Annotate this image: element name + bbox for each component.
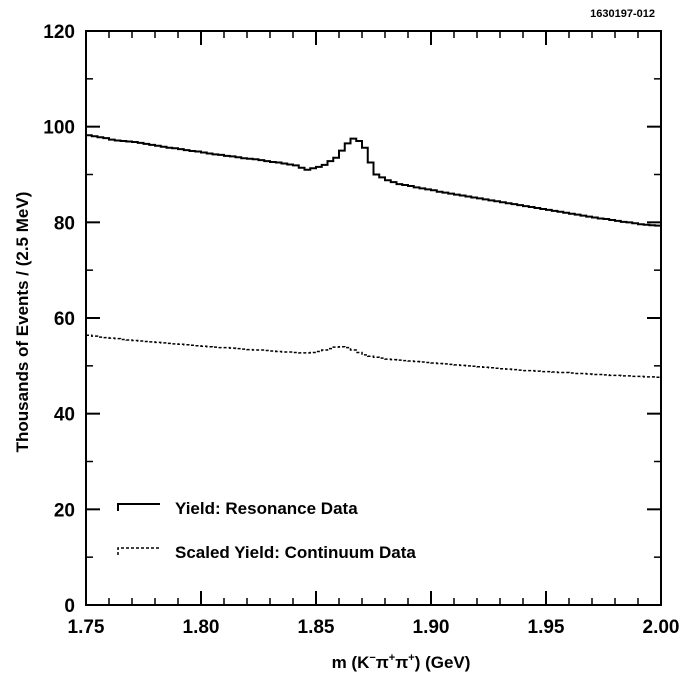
y-tick-label: 100 [43, 118, 75, 139]
x-tick-label: 1.75 [68, 617, 105, 638]
x-tick-label: 1.80 [183, 617, 220, 638]
series-resonance-histogram [86, 134, 661, 227]
y-tick-label: 40 [54, 405, 75, 426]
series-continuum-histogram [86, 334, 661, 379]
x-tick-label: 1.85 [298, 617, 335, 638]
y-tick-label: 20 [54, 500, 75, 521]
legend-swatch [117, 503, 160, 511]
x-tick-label: 1.90 [413, 617, 450, 638]
x-tick-label: 1.95 [528, 617, 565, 638]
legend-entry-label: Yield: Resonance Data [175, 499, 358, 518]
y-tick-label: 80 [54, 213, 75, 234]
legend-swatch [117, 547, 160, 555]
figure-id: 1630197-012 [590, 8, 655, 20]
y-tick-label: 0 [64, 596, 75, 617]
y-axis-title: Thousands of Events / (2.5 MeV) [13, 192, 32, 453]
x-tick-label: 2.00 [643, 617, 680, 638]
legend-entry-label: Scaled Yield: Continuum Data [175, 543, 416, 562]
x-axis-title: m (K−π+π+) (GeV) [332, 652, 471, 672]
plot-frame [85, 30, 662, 606]
y-tick-label: 60 [54, 309, 75, 330]
y-tick-label: 120 [43, 22, 75, 43]
